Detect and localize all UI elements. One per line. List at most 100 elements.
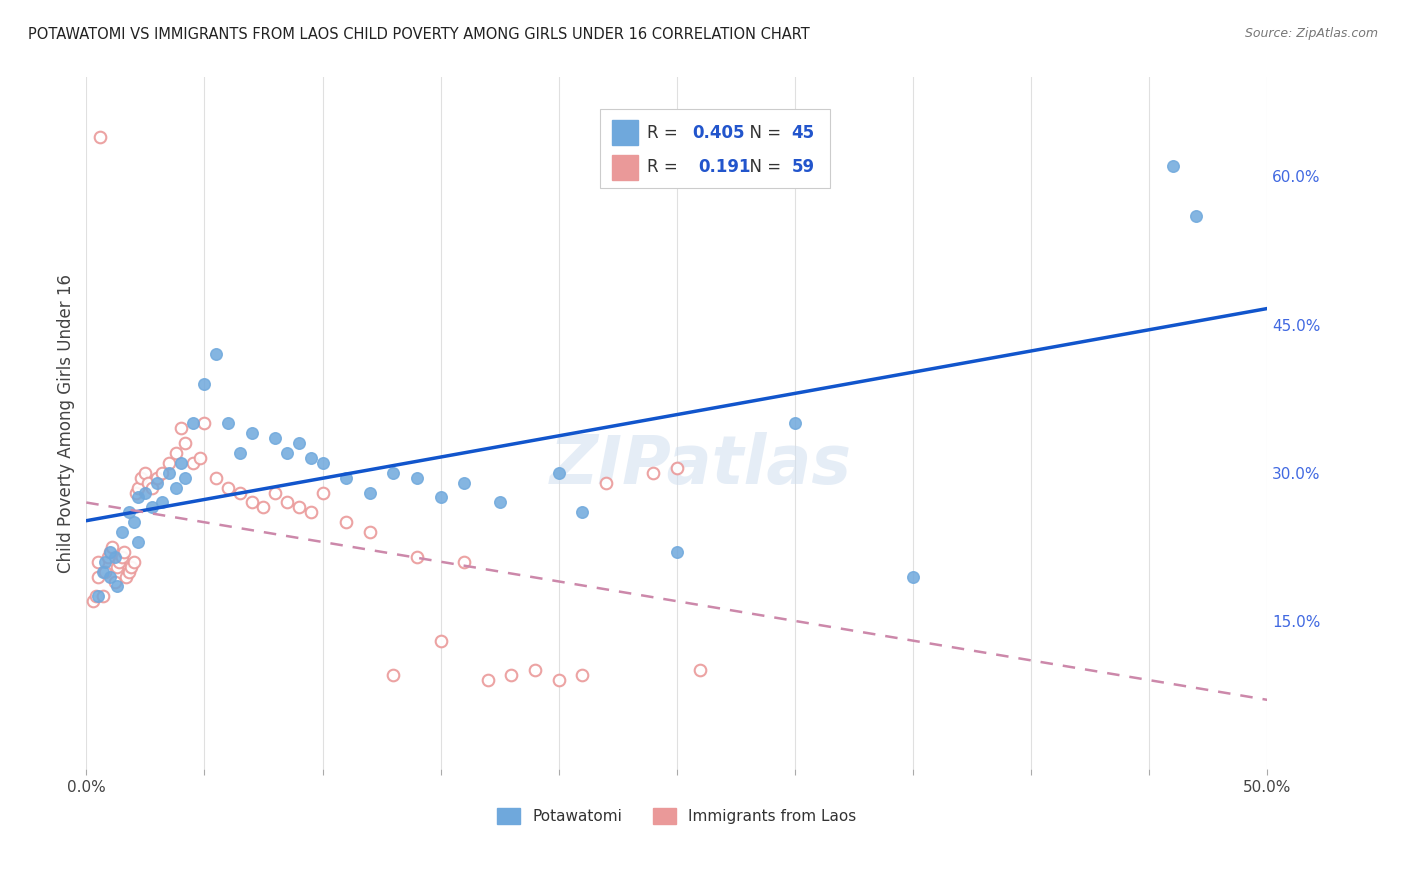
Point [104, 574, 127, 589]
Point [299, 450, 322, 465]
Point [127, 535, 149, 549]
Point [105, 579, 128, 593]
Point [1161, 160, 1184, 174]
Point [571, 668, 593, 682]
Point [91, 590, 114, 604]
Point [181, 417, 204, 431]
Point [406, 549, 429, 564]
Point [174, 471, 197, 485]
Point [136, 475, 159, 490]
Point [115, 569, 138, 583]
Point [118, 505, 141, 519]
Point [181, 456, 204, 470]
Point [406, 471, 429, 485]
Text: 45: 45 [792, 124, 814, 142]
Point [1185, 209, 1208, 223]
Point [901, 569, 924, 583]
Text: ZIPatlas: ZIPatlas [550, 432, 852, 498]
Point [501, 668, 523, 682]
Bar [612, 155, 638, 180]
Bar [600, 109, 831, 188]
Point [122, 555, 145, 569]
Point [264, 485, 287, 500]
Point [89, 129, 111, 144]
Point [127, 481, 149, 495]
Point [299, 505, 322, 519]
Point [98, 545, 121, 559]
Point [150, 495, 173, 509]
Text: POTAWATOMI VS IMMIGRANTS FROM LAOS CHILD POVERTY AMONG GIRLS UNDER 16 CORRELATIO: POTAWATOMI VS IMMIGRANTS FROM LAOS CHILD… [28, 27, 810, 42]
Point [111, 525, 134, 540]
Point [488, 495, 510, 509]
Point [205, 471, 228, 485]
Text: 0.405: 0.405 [692, 124, 745, 142]
Point [146, 471, 169, 485]
Point [111, 549, 134, 564]
Point [547, 673, 569, 688]
Point [98, 569, 121, 583]
Point [311, 456, 333, 470]
Point [595, 475, 617, 490]
Point [429, 491, 451, 505]
Point [288, 436, 311, 450]
Point [170, 456, 193, 470]
Point [150, 466, 173, 480]
Point [240, 426, 263, 441]
Point [665, 460, 688, 475]
Point [229, 446, 252, 460]
Point [547, 466, 569, 480]
Point [453, 475, 475, 490]
Point [105, 559, 128, 574]
Point [94, 555, 117, 569]
Point [264, 431, 287, 445]
Point [94, 565, 117, 579]
Point [193, 417, 215, 431]
Point [165, 481, 187, 495]
Point [193, 376, 215, 391]
Point [783, 417, 806, 431]
Point [276, 446, 298, 460]
Bar [612, 120, 638, 145]
Point [382, 668, 405, 682]
Point [188, 450, 211, 465]
Point [87, 569, 110, 583]
Point [174, 436, 197, 450]
Point [141, 481, 163, 495]
Point [125, 485, 148, 500]
Text: R =: R = [647, 159, 689, 177]
Point [453, 555, 475, 569]
Point [141, 500, 163, 515]
Legend: Potawatomi, Immigrants from Laos: Potawatomi, Immigrants from Laos [498, 808, 856, 824]
Text: 59: 59 [792, 159, 814, 177]
Point [98, 545, 121, 559]
Text: N =: N = [740, 159, 787, 177]
Point [252, 500, 274, 515]
Point [82, 594, 104, 608]
Point [359, 485, 381, 500]
Point [118, 565, 141, 579]
Point [205, 347, 228, 361]
Y-axis label: Child Poverty Among Girls Under 16: Child Poverty Among Girls Under 16 [58, 274, 75, 573]
Point [665, 545, 688, 559]
Point [335, 471, 357, 485]
Point [112, 545, 135, 559]
Point [382, 466, 405, 480]
Point [689, 664, 711, 678]
Point [134, 485, 156, 500]
Point [101, 540, 124, 554]
Point [276, 495, 298, 509]
Point [91, 565, 114, 579]
Point [129, 471, 152, 485]
Text: N =: N = [740, 124, 787, 142]
Point [170, 421, 193, 435]
Point [96, 549, 118, 564]
Point [477, 673, 499, 688]
Point [217, 481, 239, 495]
Text: R =: R = [647, 124, 683, 142]
Point [120, 559, 142, 574]
Point [108, 555, 131, 569]
Point [524, 664, 547, 678]
Point [146, 475, 169, 490]
Point [229, 485, 252, 500]
Point [335, 515, 357, 529]
